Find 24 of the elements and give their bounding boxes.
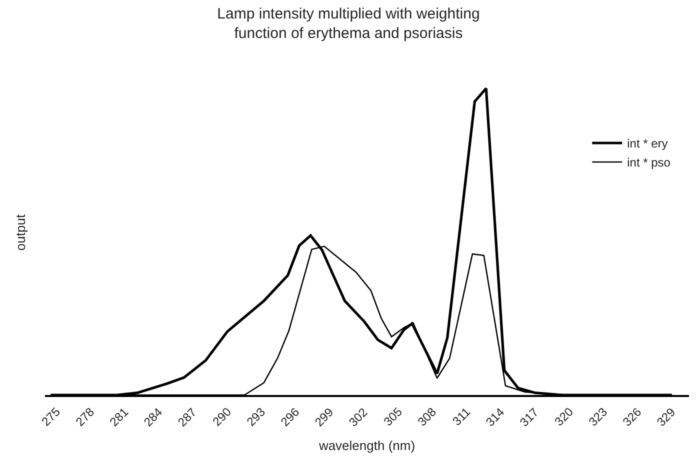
x-tick-label: 305 <box>380 404 406 429</box>
legend-label: int * ery <box>627 136 668 151</box>
x-tick-label: 275 <box>38 404 64 429</box>
x-axis-title: wavelength (nm) <box>318 438 416 454</box>
x-tick-label: 278 <box>72 404 98 429</box>
x-tick-label: 314 <box>483 404 508 430</box>
x-tick-label: 284 <box>141 404 166 430</box>
x-tick-label: 308 <box>414 404 440 429</box>
x-tick-label: 329 <box>654 404 678 430</box>
x-tick-label: 320 <box>552 404 576 429</box>
x-tick-label: 317 <box>517 405 542 430</box>
x-tick-label: 281 <box>107 404 132 430</box>
legend-label: int * pso <box>627 156 671 170</box>
x-tick-label: 323 <box>586 404 610 429</box>
x-tick-label: 311 <box>450 404 474 428</box>
y-axis-title: output <box>12 214 28 251</box>
x-tick-label: 287 <box>175 405 200 430</box>
x-tick-label: 290 <box>210 404 234 429</box>
x-tick-label: 293 <box>244 404 268 429</box>
chart-title: Lamp intensity multiplied with weighting function of erythema and psoriasis <box>217 6 480 42</box>
x-tick-label: 302 <box>346 405 370 430</box>
x-tick-label: 299 <box>312 404 336 430</box>
x-tick-label: 326 <box>620 404 644 430</box>
x-tick-label: 296 <box>278 404 302 430</box>
